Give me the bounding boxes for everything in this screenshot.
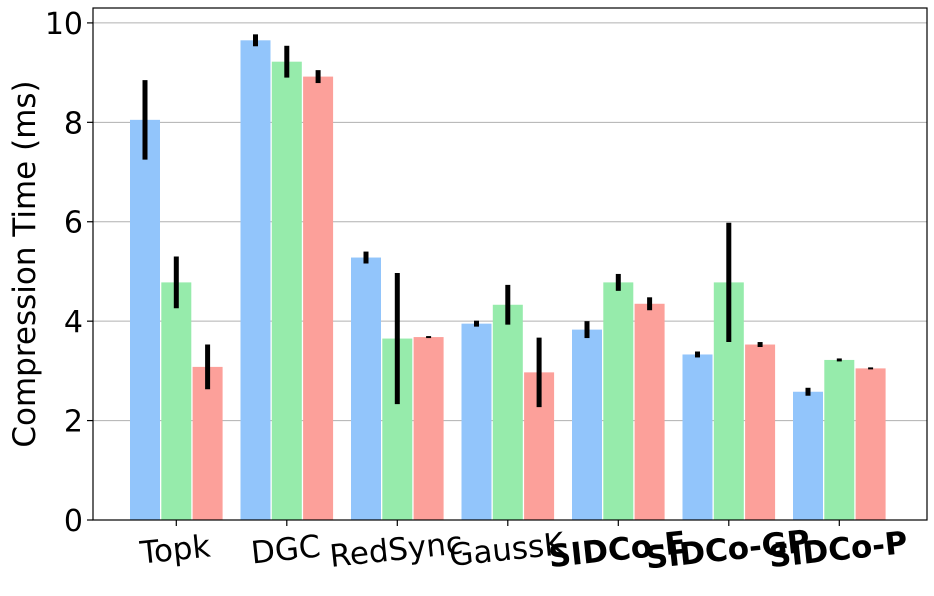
bar-sidco-p-1 (793, 391, 823, 520)
bar-sidco-p-2 (824, 359, 855, 520)
bar-gaussk-2 (492, 304, 523, 520)
bar-topk-3 (192, 366, 223, 520)
bar-dgc-3 (303, 76, 334, 521)
x-axis-ticks: Topk DGC RedSyncGaussKSIDCo-ESIDCo-GPSIDCo… (137, 520, 909, 577)
plot-frame (92, 7, 928, 521)
bars (130, 40, 886, 521)
y-axis-label: Compression Time (ms) (7, 80, 43, 447)
y-tick-label: 4 (64, 305, 83, 340)
x-tick-label-dgc: DGC (249, 529, 322, 572)
bar-sidco-e-1 (572, 329, 602, 520)
grid-lines (93, 22, 927, 422)
x-tick-label-topk: Topk (137, 528, 212, 571)
bar-dgc-2 (271, 61, 302, 521)
error-bars (142, 34, 874, 408)
bar-redsync-1 (351, 257, 381, 520)
y-axis-ticks: 0 2 4 6 8 10 (45, 7, 93, 539)
bar-gaussk-1 (461, 323, 492, 520)
bar-redsync-3 (413, 337, 444, 520)
y-tick-label: 8 (64, 106, 83, 141)
x-tick-label-redsync: RedSync (328, 525, 465, 575)
bar-sidco-e-2 (603, 282, 634, 520)
bar-topk-2 (161, 282, 192, 520)
bar-topk-1 (130, 119, 160, 520)
bar-dgc-1 (240, 40, 271, 521)
bar-sidco-gp-3 (745, 344, 776, 520)
bar-sidco-e-3 (634, 303, 665, 520)
y-tick-label: 10 (45, 7, 83, 42)
bar-sidco-p-3 (855, 368, 886, 520)
y-tick-label: 0 (64, 504, 83, 539)
bar-sidco-gp-1 (682, 354, 713, 520)
y-tick-label: 6 (64, 206, 83, 241)
y-tick-label: 2 (64, 405, 83, 440)
